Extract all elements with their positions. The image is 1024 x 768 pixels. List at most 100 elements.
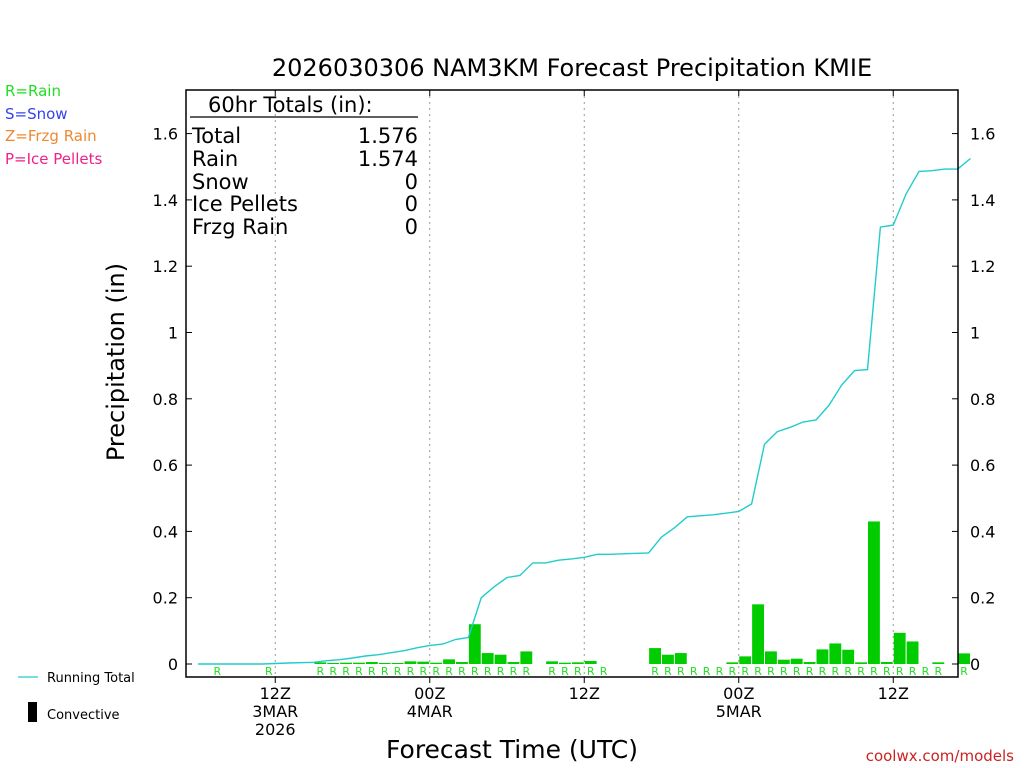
y-tick-label-right: 1.2 xyxy=(970,257,995,276)
type-code-label: R xyxy=(883,665,891,678)
precip-bar xyxy=(559,662,571,664)
type-code-label: R xyxy=(831,665,839,678)
type-code-label: R xyxy=(793,665,801,678)
totals-box: 60hr Totals (in): Total 1.576 Rain 1.574… xyxy=(190,93,418,239)
type-code-label: R xyxy=(741,665,749,678)
precip-bar xyxy=(880,662,893,664)
precip-bar xyxy=(417,661,430,664)
precip-bar xyxy=(868,521,880,664)
type-code-label: R xyxy=(870,665,878,678)
precip-bar xyxy=(443,659,455,664)
type-code-label: R xyxy=(522,665,530,678)
convective-legend-label: Convective xyxy=(47,708,120,723)
precip-bar xyxy=(520,651,533,664)
precip-bar xyxy=(932,662,945,664)
type-code-label: R xyxy=(381,665,389,678)
y-tick-label-right: 0.6 xyxy=(970,456,995,475)
type-code-label: R xyxy=(316,665,324,678)
bar-layer xyxy=(314,521,970,664)
type-code-label: R xyxy=(677,665,685,678)
totals-label-total: Total xyxy=(191,124,241,148)
type-code-label: R xyxy=(703,665,711,678)
type-code-label: R xyxy=(445,665,453,678)
type-code-label: R xyxy=(574,665,582,678)
precip-bar xyxy=(674,653,687,664)
precip-bar xyxy=(353,662,365,664)
convective-swatch xyxy=(28,702,37,722)
x-tick-label: 12Z xyxy=(260,684,291,703)
y-axis-label: Precipitation (in) xyxy=(102,263,130,461)
running-total-legend-label: Running Total xyxy=(47,671,135,686)
type-code-label: R xyxy=(651,665,659,678)
y-tick-label-right: 0 xyxy=(970,655,980,674)
y-tick-label-right: 1 xyxy=(970,324,980,343)
type-code-label: R xyxy=(484,665,492,678)
line-legend: Running Total Convective xyxy=(18,671,135,723)
type-code-label: R xyxy=(265,665,273,678)
x-tick-label: 12Z xyxy=(878,684,909,703)
y-tick-label-right: 1.4 xyxy=(970,191,995,210)
precip-bar xyxy=(584,661,597,664)
type-code-label: R xyxy=(728,665,736,678)
precip-bar xyxy=(365,662,378,664)
precip-bar xyxy=(468,624,481,664)
chart-title: 2026030306 NAM3KM Forecast Precipitation… xyxy=(272,54,872,82)
y-tick-label-left: 0 xyxy=(168,655,178,674)
y-tick-label-left: 1.2 xyxy=(153,257,178,276)
type-code-label: R xyxy=(213,665,221,678)
precip-bar xyxy=(906,641,919,664)
type-code-label: R xyxy=(419,665,427,678)
totals-value-rain: 1.574 xyxy=(358,147,418,171)
type-code-label: R xyxy=(458,665,466,678)
precip-bar xyxy=(777,659,790,664)
type-code-label: R xyxy=(471,665,479,678)
x-tick-label: 00Z xyxy=(414,684,445,703)
type-code-label: R xyxy=(600,665,608,678)
precip-bar xyxy=(546,661,558,664)
x-tick-label: 2026 xyxy=(255,720,296,739)
precip-type-legend: R=Rain S=Snow Z=Frzg Rain P=Ice Pellets xyxy=(5,82,102,168)
totals-label-ice-pellets: Ice Pellets xyxy=(192,192,298,216)
precip-bar xyxy=(404,661,417,664)
type-code-label: R xyxy=(960,665,968,678)
line-layer xyxy=(198,157,971,665)
type-code-label: R xyxy=(934,665,942,678)
totals-value-total: 1.576 xyxy=(358,124,418,148)
type-code-label: R xyxy=(587,665,595,678)
y-tick-label-left: 1 xyxy=(168,324,178,343)
precip-bar xyxy=(816,649,829,664)
precip-bar xyxy=(842,649,855,664)
y-tick-label-left: 0.6 xyxy=(153,456,178,475)
x-tick-label: 12Z xyxy=(569,684,600,703)
type-code-label: R xyxy=(922,665,930,678)
precip-bar xyxy=(726,662,739,664)
precip-bar xyxy=(456,662,468,664)
precip-bar xyxy=(571,662,584,664)
type-code-label: R xyxy=(548,665,556,678)
x-tick-label: 4MAR xyxy=(407,702,453,721)
legend-snow: S=Snow xyxy=(5,105,68,123)
type-code-label: R xyxy=(857,665,865,678)
type-code-label: R xyxy=(394,665,402,678)
totals-value-ice-pellets: 0 xyxy=(405,192,418,216)
axis-layer: 0 00.2 0.20.4 0.40.6 0.60.8 0.81 11.2 1.21.4 1.4… xyxy=(153,89,995,739)
y-tick-label-left: 0.2 xyxy=(153,589,178,608)
x-tick-label: 5MAR xyxy=(716,702,762,721)
precip-bar xyxy=(378,663,391,664)
totals-label-rain: Rain xyxy=(192,147,238,171)
type-code-label: R xyxy=(432,665,440,678)
precip-bar xyxy=(327,663,340,664)
type-code-label: R xyxy=(844,665,852,678)
y-tick-label-right: 1.6 xyxy=(970,125,995,144)
type-code-label: R xyxy=(754,665,762,678)
type-code-label: R xyxy=(664,665,672,678)
type-code-label: R xyxy=(407,665,415,678)
running-total-line xyxy=(198,157,971,665)
grid-layer xyxy=(274,90,894,677)
precip-bar xyxy=(430,662,443,664)
type-code-label: R xyxy=(510,665,518,678)
totals-value-frzg-rain: 0 xyxy=(405,215,418,239)
y-tick-label-left: 0.8 xyxy=(153,390,178,409)
